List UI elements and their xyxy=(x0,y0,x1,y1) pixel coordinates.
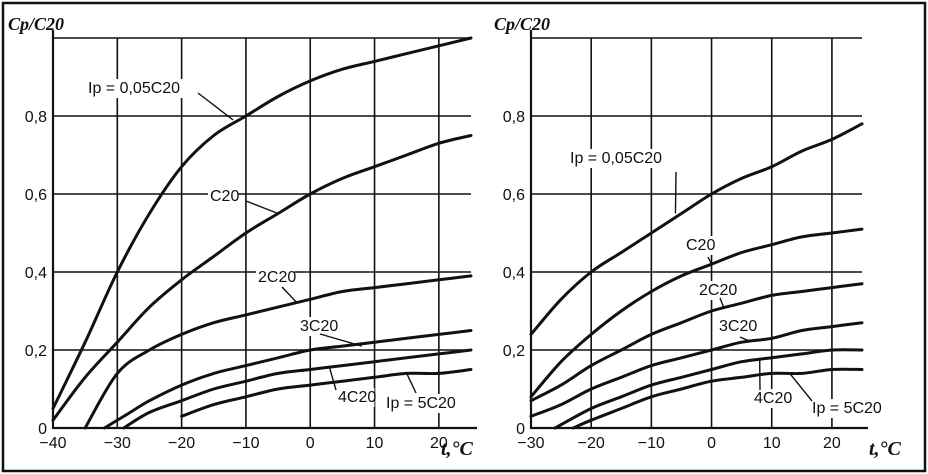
y-tick-label: 0 xyxy=(516,421,525,438)
x-tick-label: −30 xyxy=(517,435,544,452)
x-tick-label: 10 xyxy=(763,435,781,452)
series-label-bg xyxy=(697,281,736,300)
series-label-leader xyxy=(719,297,725,308)
x-tick-label: −40 xyxy=(39,435,66,452)
series-label-bg xyxy=(336,388,375,407)
y-tick-label: 0,2 xyxy=(503,343,525,360)
series-label-bg xyxy=(256,268,295,287)
right-chart: −30 −20 −10 0 10 20 0 0,2 0,4 0,6 0,8 Cp/C20 t,°C Ip … xyxy=(494,14,902,460)
series-line-1 xyxy=(51,134,473,422)
series-line-3 xyxy=(529,321,864,418)
x-tick-label: −10 xyxy=(638,435,665,452)
series-label-leader xyxy=(281,286,298,304)
series-line-4 xyxy=(122,348,473,430)
x-tick-label: −10 xyxy=(232,435,259,452)
series-line-4 xyxy=(553,348,864,430)
series-label-bg xyxy=(86,79,194,98)
y-axis-label: Cp/C20 xyxy=(494,14,550,34)
series-label: 4C20 xyxy=(754,390,792,407)
y-tick-label: 0,6 xyxy=(503,187,525,204)
x-axis-label: t,°C xyxy=(441,438,474,460)
x-tick-label: 10 xyxy=(366,435,384,452)
x-tick-label: −30 xyxy=(104,435,131,452)
x-tick-label: −20 xyxy=(168,435,195,452)
series-label: Ip = 5C20 xyxy=(812,400,882,417)
series-label: 3C20 xyxy=(719,318,757,335)
series-label-leader xyxy=(328,367,337,391)
series-label: Ip = 0,05C20 xyxy=(570,150,662,167)
y-axis-label: Cp/C20 xyxy=(8,14,64,34)
x-tick-label: 20 xyxy=(430,435,448,452)
y-tick-label: 0,8 xyxy=(25,109,47,126)
series-label-leader xyxy=(319,333,362,347)
y-tick-label: 0,4 xyxy=(503,265,525,282)
series-label-bg xyxy=(717,317,756,336)
series-label: Ip = 5C20 xyxy=(386,395,456,412)
series-label-leader xyxy=(789,372,813,402)
series-label-bg xyxy=(568,149,676,168)
y-tick-label: 0,6 xyxy=(25,187,47,204)
series-label-leader xyxy=(739,336,748,341)
x-tick-label: 0 xyxy=(707,435,716,452)
series-label: 4C20 xyxy=(338,389,376,406)
series-label-leader xyxy=(674,171,677,214)
series-label-leader xyxy=(406,373,417,394)
series-label-bg xyxy=(298,317,337,336)
series-label-bg xyxy=(384,394,466,413)
series-label: 2C20 xyxy=(258,269,296,286)
series-line-5 xyxy=(571,367,864,430)
series-label-bg xyxy=(684,236,714,255)
series-line-0 xyxy=(529,122,864,336)
y-tick-label: 0,4 xyxy=(25,265,47,282)
series-line-2 xyxy=(529,282,864,403)
y-tick-label: 0 xyxy=(38,421,47,438)
series-line-2 xyxy=(83,274,473,430)
series-line-5 xyxy=(180,368,473,418)
x-tick-label: 0 xyxy=(306,435,315,452)
series-label-bg xyxy=(752,389,791,408)
y-tick-label: 0,2 xyxy=(25,343,47,360)
x-tick-label: −20 xyxy=(578,435,605,452)
x-tick-label: 20 xyxy=(823,435,841,452)
series-line-0 xyxy=(51,36,473,410)
series-label: 2C20 xyxy=(699,282,737,299)
series-label-bg xyxy=(208,187,238,206)
y-tick-label: 0,8 xyxy=(503,109,525,126)
series-line-3 xyxy=(102,329,473,430)
series-label-bg xyxy=(810,399,892,418)
x-axis-label: t,°C xyxy=(869,438,902,460)
series-label-leader xyxy=(245,200,279,215)
series-label: C20 xyxy=(686,237,715,254)
series-label-leader xyxy=(197,92,234,121)
series-label: Ip = 0,05C20 xyxy=(88,80,180,97)
series-label-leader xyxy=(707,256,713,265)
series-line-1 xyxy=(529,227,864,399)
axes xyxy=(529,30,868,430)
series-label: 3C20 xyxy=(300,318,338,335)
axes xyxy=(51,30,477,430)
series-label: C20 xyxy=(210,188,239,205)
left-chart: −40 −30 −20 −10 0 10 20 0 0,2 0,4 0,6 0,8 Cp/C20 t,°C… xyxy=(8,14,477,460)
